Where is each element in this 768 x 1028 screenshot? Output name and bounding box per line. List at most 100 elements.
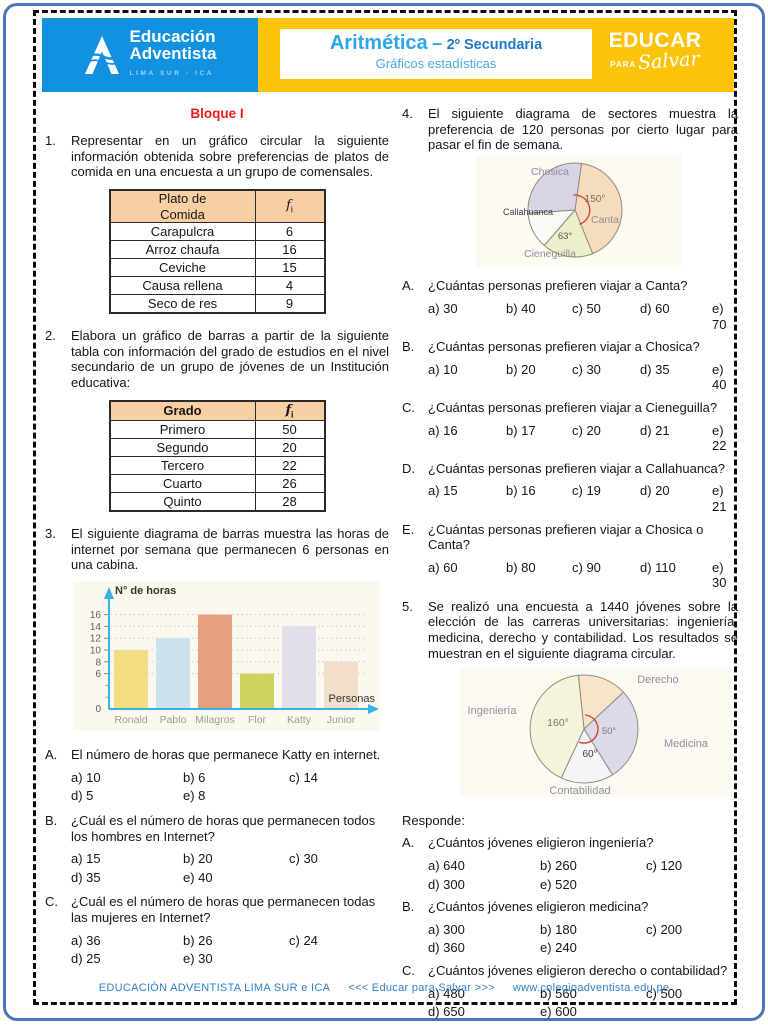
option: e) 40 bbox=[183, 869, 213, 885]
footer-url: www.colegioadventista.edu.pe bbox=[512, 982, 670, 994]
question-block: D. ¿Cuántas personas prefieren viajar a C… bbox=[402, 461, 738, 477]
educar-para-salvar-logo: EDUCAR PARA Salvar bbox=[590, 29, 720, 75]
option: b) 40 bbox=[506, 300, 536, 316]
option: c) 500 bbox=[646, 985, 683, 1001]
footer-org: EDUCACIÓN ADVENTISTA LIMA SUR e ICA bbox=[98, 982, 331, 994]
option: e) 30 bbox=[712, 559, 727, 591]
data-table: Grado fi Primero 50 Segundo 20 Tercero 22 Cuarto… bbox=[108, 399, 326, 512]
footer-motto: <<< Educar para Salvar >>> bbox=[348, 982, 495, 994]
table-cell: Cuarto bbox=[109, 473, 256, 493]
table-cell: 6 bbox=[254, 222, 325, 242]
option: d) 300 bbox=[428, 876, 465, 892]
problem-number: 3. bbox=[45, 525, 56, 541]
question-block: E. ¿Cuántas personas prefieren viajar a C… bbox=[402, 522, 738, 553]
options: a) 15 b) 20 c) 30 d) 35 e) 40 bbox=[71, 851, 389, 885]
left-column: Bloque I 1. Representar en un gráfico circ… bbox=[45, 106, 389, 975]
table-header-cell: fi bbox=[254, 400, 325, 421]
bloque-title: Bloque I bbox=[190, 106, 244, 121]
option: d) 60 bbox=[640, 300, 670, 316]
svg-text:N° de horas: N° de horas bbox=[115, 585, 176, 597]
options: a) 10 b) 6 c) 14 d) 5 e) 8 bbox=[71, 770, 389, 804]
problem-statement: El siguiente diagrama de barras muestra … bbox=[71, 525, 389, 573]
option: b) 80 bbox=[506, 559, 536, 575]
motto-salvar: Salvar bbox=[637, 47, 701, 75]
option: c) 19 bbox=[572, 483, 601, 499]
svg-text:Flor: Flor bbox=[248, 714, 267, 726]
question-block: B. ¿Cuántos jóvenes eligieron medicina? bbox=[402, 899, 738, 915]
motto-educar: EDUCAR bbox=[608, 29, 702, 52]
header: Educación Adventista LIMA SUR - ICA Arit… bbox=[42, 18, 734, 92]
option: b) 560 bbox=[540, 985, 577, 1001]
table-row: Cuarto 26 bbox=[109, 473, 325, 493]
table-cell: 4 bbox=[254, 276, 325, 296]
svg-text:Personas: Personas bbox=[329, 693, 376, 705]
problem-block: 2. Elabora un gráfico de barras a partir … bbox=[45, 328, 389, 512]
table-cell: Primero bbox=[109, 419, 256, 439]
question-text: ¿Cuántas personas prefieren viajar a Cie… bbox=[428, 399, 718, 415]
option: a) 36 bbox=[71, 932, 101, 948]
svg-text:Canta: Canta bbox=[591, 214, 619, 226]
problem-number: 2. bbox=[45, 328, 56, 344]
question-label: C. bbox=[402, 399, 415, 415]
svg-text:Ingeniería: Ingeniería bbox=[468, 705, 518, 717]
svg-text:160°: 160° bbox=[547, 717, 569, 729]
table-cell: Arroz chaufa bbox=[109, 240, 256, 260]
svg-text:Cieneguilla: Cieneguilla bbox=[524, 248, 576, 260]
option: b) 260 bbox=[540, 858, 577, 874]
option: d) 35 bbox=[71, 869, 101, 885]
question-text: ¿Cuántas personas prefieren viajar a Cho… bbox=[428, 521, 704, 553]
option: a) 10 bbox=[428, 361, 458, 377]
question-text: ¿Cuántos jóvenes eligieron derecho o con… bbox=[428, 963, 728, 978]
chart-container: Chosica Callahuanca 150° Canta 63° Cieneguill… bbox=[476, 154, 738, 271]
options: a) 30 b) 40 c) 50 d) 60 e) 70 bbox=[428, 301, 738, 332]
option: a) 10 bbox=[71, 769, 101, 785]
svg-text:50°: 50° bbox=[602, 726, 617, 737]
table-row: Arroz chaufa 16 bbox=[109, 240, 325, 260]
problem-block: 5. Se realizó una encuesta a 1440 jóvenes… bbox=[402, 599, 738, 1020]
option: c) 24 bbox=[289, 932, 318, 948]
table-cell: 26 bbox=[254, 473, 325, 493]
table-header-cell: fi bbox=[254, 189, 325, 224]
educacion-adventista-logo: Educación Adventista LIMA SUR - ICA bbox=[42, 18, 258, 92]
option: e) 30 bbox=[183, 951, 213, 967]
option: d) 650 bbox=[428, 1004, 465, 1020]
logo-line1: Educación bbox=[129, 27, 216, 46]
question-label: B. bbox=[402, 339, 415, 355]
table-cell: 28 bbox=[254, 491, 325, 512]
table-header-cell: Grado bbox=[109, 400, 256, 421]
option: b) 26 bbox=[183, 932, 213, 948]
question-block: B. ¿Cuál es el número de horas que perman… bbox=[45, 813, 389, 844]
question-text: El número de horas que permanece Katty e… bbox=[71, 747, 381, 763]
option: b) 20 bbox=[183, 851, 213, 867]
options: a) 16 b) 17 c) 20 d) 21 e) 22 bbox=[428, 423, 738, 454]
svg-text:Derecho: Derecho bbox=[637, 674, 679, 686]
question-label: B. bbox=[402, 899, 415, 915]
svg-text:Junior: Junior bbox=[327, 714, 356, 726]
table-cell: Segundo bbox=[109, 437, 256, 457]
table-cell: Tercero bbox=[109, 455, 256, 475]
logo-line2: Adventista bbox=[129, 44, 217, 63]
problem-number: 5. bbox=[402, 598, 413, 614]
option: a) 60 bbox=[428, 559, 458, 575]
svg-text:6: 6 bbox=[95, 669, 101, 680]
question-text: ¿Cuántas personas prefieren viajar a Cal… bbox=[428, 460, 726, 476]
options: a) 60 b) 80 c) 90 d) 110 e) 30 bbox=[428, 560, 738, 591]
question-label: D. bbox=[402, 460, 415, 476]
question-label: A. bbox=[402, 835, 415, 851]
table-cell: Seco de res bbox=[109, 294, 256, 314]
table-cell: Carapulcra bbox=[109, 222, 256, 242]
problem-statement: Se realizó una encuesta a 1440 jóvenes s… bbox=[428, 598, 738, 661]
title-dash: – bbox=[432, 33, 443, 53]
option: b) 6 bbox=[183, 769, 206, 785]
svg-text:16: 16 bbox=[90, 610, 102, 621]
svg-text:60°: 60° bbox=[582, 749, 597, 760]
svg-text:Pablo: Pablo bbox=[160, 714, 187, 726]
option: d) 110 bbox=[640, 559, 676, 575]
option: c) 20 bbox=[572, 422, 601, 438]
option: e) 600 bbox=[540, 1004, 577, 1020]
header-band: Aritmética – 2º Secundaria Gráficos esta… bbox=[258, 18, 734, 92]
question-text: ¿Cuántas personas prefieren viajar a Cho… bbox=[428, 339, 700, 355]
option: c) 90 bbox=[572, 559, 601, 575]
adventist-a-icon bbox=[83, 36, 120, 74]
